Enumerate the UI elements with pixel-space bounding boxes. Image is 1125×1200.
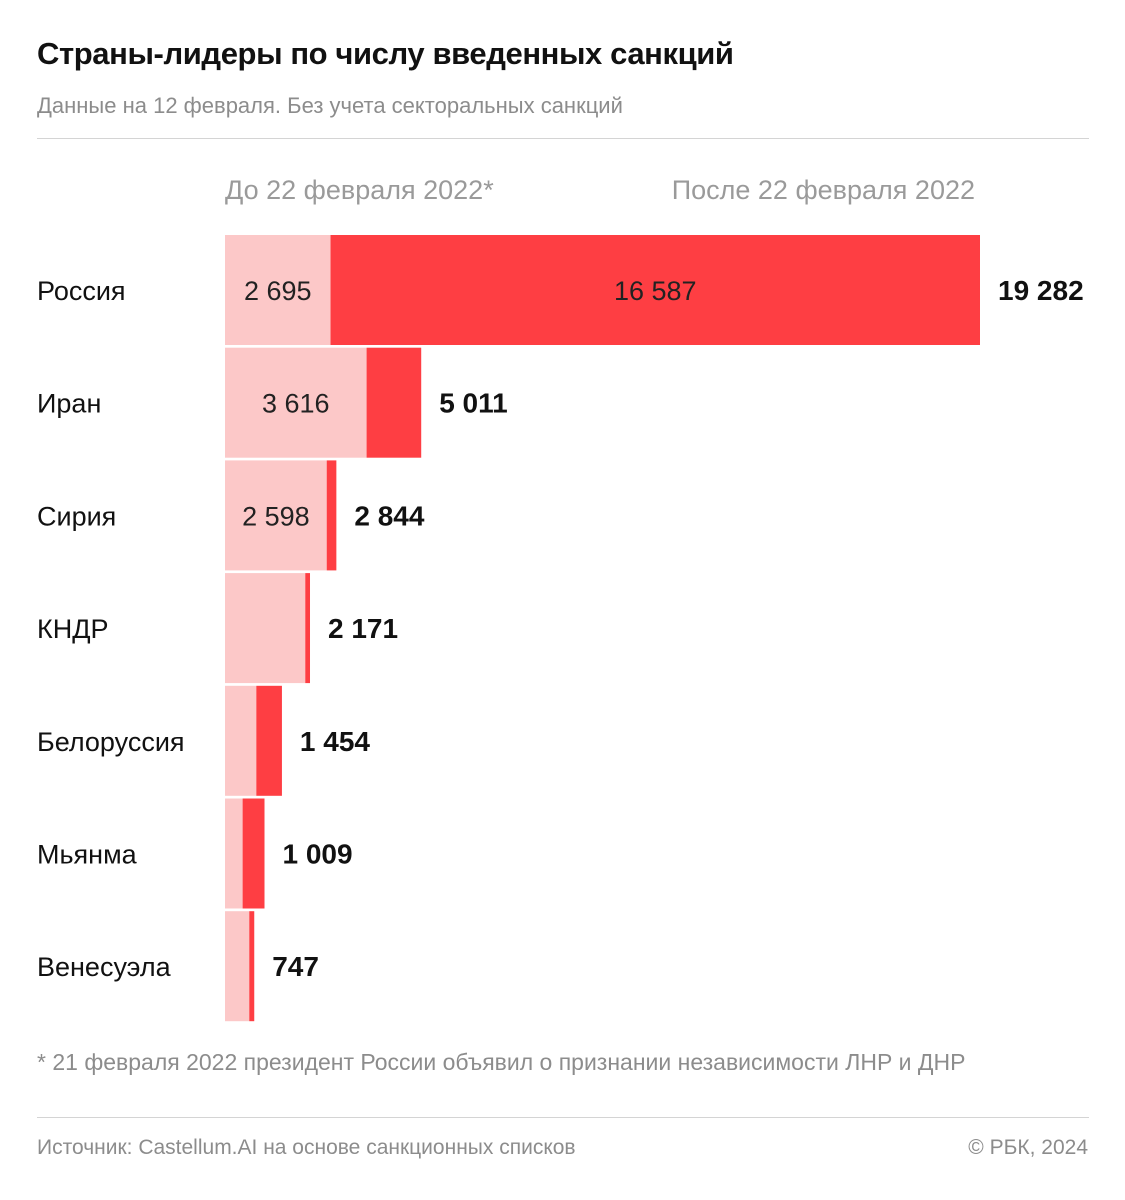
total-label: 2 171 — [328, 613, 398, 644]
legend-before: До 22 февраля 2022* — [225, 175, 494, 205]
total-label: 5 011 — [439, 388, 508, 419]
chart-subtitle: Данные на 12 февраля. Без учета секторал… — [37, 93, 623, 118]
bar-segment-before — [225, 235, 331, 345]
segment-value-label: 16 587 — [614, 276, 697, 306]
category-label: Белоруссия — [37, 727, 185, 757]
bar-segment-before — [225, 685, 257, 796]
category-label: Россия — [37, 276, 126, 306]
total-label: 19 282 — [998, 275, 1084, 306]
bar-segment-after — [305, 573, 311, 684]
bar-segment-after — [326, 460, 337, 571]
bar-segment-before — [225, 911, 250, 1022]
bar-segment-before — [225, 347, 367, 458]
chart-title: Страны-лидеры по числу введенных санкций — [37, 36, 734, 71]
legend-after: После 22 февраля 2022 — [671, 175, 975, 205]
bar-segment-after — [366, 347, 422, 458]
bar-segment-after — [330, 235, 980, 345]
category-label: Венесуэла — [37, 952, 172, 982]
segment-value-label: 3 616 — [262, 389, 330, 419]
source-note: Источник: Castellum.AI на основе санкцио… — [37, 1136, 576, 1159]
copyright: © РБК, 2024 — [968, 1136, 1088, 1159]
segment-value-label: 2 695 — [244, 276, 312, 306]
bar-segment-before — [225, 573, 306, 684]
total-label: 1 009 — [283, 839, 353, 870]
bar-segment-after — [249, 911, 255, 1022]
bar-segment-before — [225, 460, 327, 571]
category-label: Иран — [37, 389, 101, 419]
category-label: Сирия — [37, 501, 116, 531]
top-divider — [37, 138, 1089, 139]
footnote: * 21 февраля 2022 президент России объяв… — [37, 1049, 966, 1075]
total-label: 2 844 — [354, 500, 424, 531]
category-label: КНДР — [37, 614, 109, 644]
bar-segment-after — [256, 685, 282, 796]
total-label: 747 — [272, 951, 319, 982]
total-label: 1 454 — [300, 726, 370, 757]
segment-value-label: 2 598 — [242, 501, 310, 531]
bottom-divider — [37, 1117, 1089, 1118]
bar-segment-before — [225, 798, 243, 909]
bar-segment-after — [242, 798, 265, 909]
category-label: Мьянма — [37, 840, 138, 870]
